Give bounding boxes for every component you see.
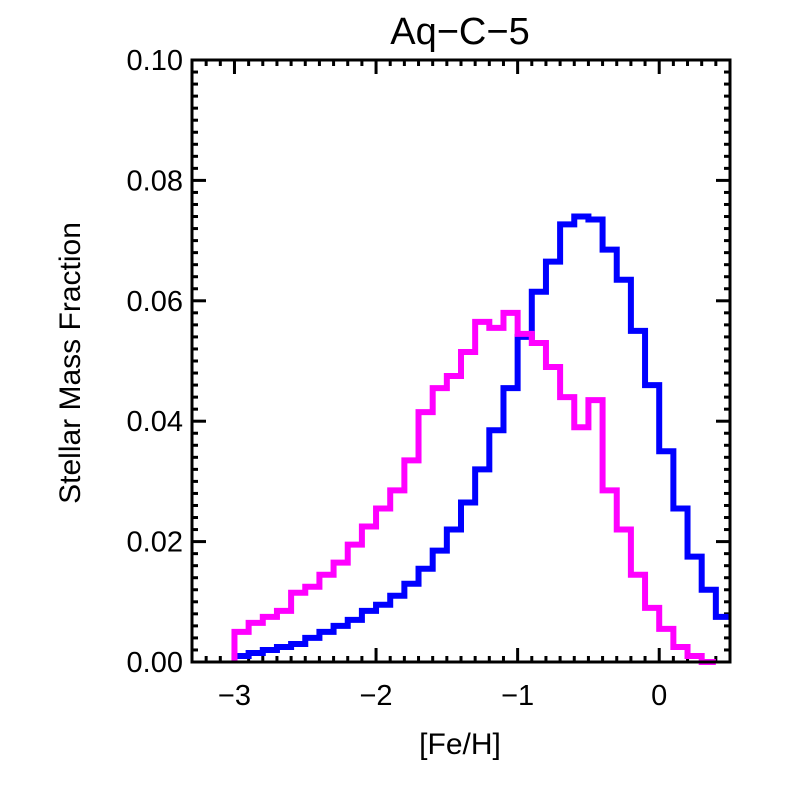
series-layer — [231, 213, 730, 665]
y-tick-label: 0.00 — [127, 647, 183, 679]
x-tick-label: −3 — [218, 680, 251, 712]
x-axis-label: [Fe/H] — [419, 728, 501, 761]
x-tick-label: 0 — [651, 680, 667, 712]
series-blue-line — [231, 213, 730, 662]
y-tick-label: 0.06 — [127, 286, 183, 318]
y-tick-label: 0.02 — [127, 527, 183, 559]
x-tick-label: −1 — [501, 680, 534, 712]
series-magenta-line — [231, 309, 716, 665]
y-axis-label: Stellar Mass Fraction — [54, 222, 87, 504]
plot-frame — [190, 58, 732, 664]
x-tick-label: −2 — [360, 680, 393, 712]
y-tick-label: 0.10 — [127, 45, 183, 77]
chart-title: Aq−C−5 — [390, 11, 529, 53]
y-tick-label: 0.08 — [127, 165, 183, 197]
y-tick-label: 0.04 — [127, 406, 183, 438]
tick-labels-layer: −3 −2 −1 0 0.00 0.02 0.04 0.06 0.08 0.10 — [127, 45, 668, 712]
